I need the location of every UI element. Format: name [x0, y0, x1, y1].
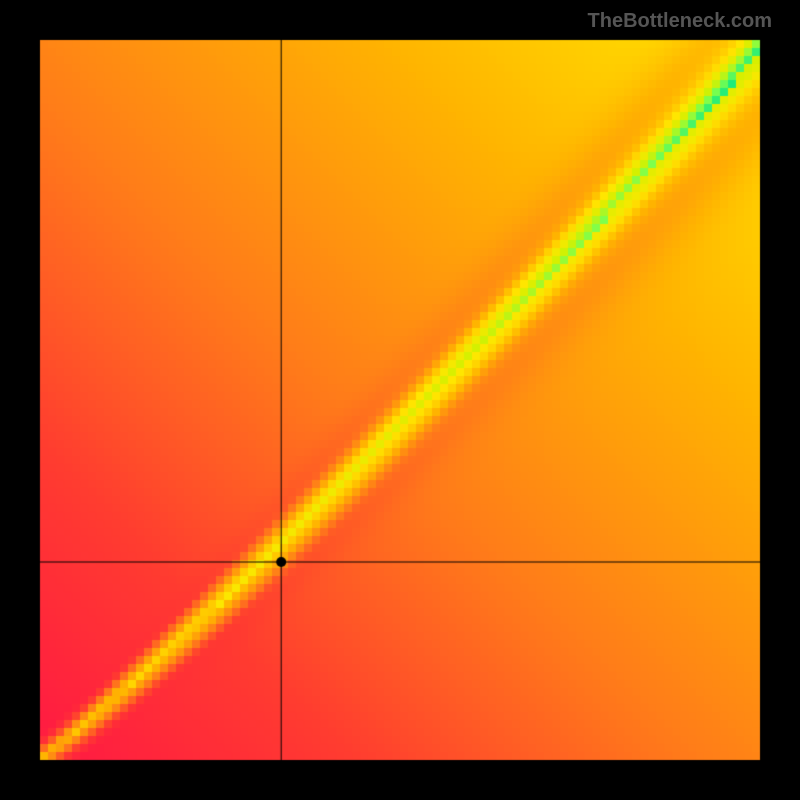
chart-container: TheBottleneck.com	[0, 0, 800, 800]
watermark-text: TheBottleneck.com	[0, 10, 772, 33]
bottleneck-heatmap	[0, 0, 800, 800]
